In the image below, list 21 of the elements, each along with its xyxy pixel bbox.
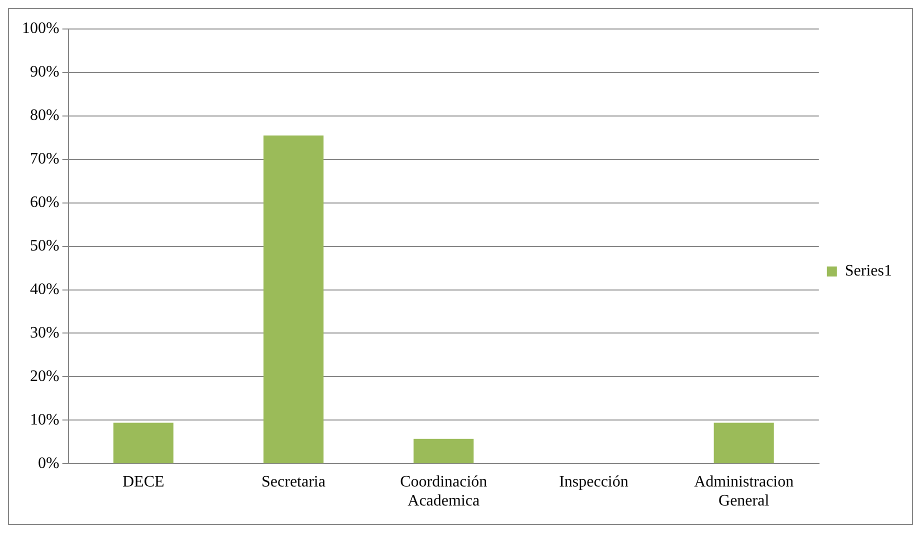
x-tick-label: Secretaria bbox=[262, 473, 326, 490]
legend-label: Series1 bbox=[844, 262, 892, 280]
bar bbox=[113, 422, 174, 464]
y-tick-label: 40% bbox=[30, 280, 60, 298]
x-tick-label: Coordinación Academica bbox=[400, 473, 488, 510]
bar bbox=[263, 135, 324, 464]
bar bbox=[414, 438, 474, 464]
y-tick-label: 30% bbox=[30, 324, 60, 342]
bar bbox=[714, 422, 774, 464]
y-tick-label: 0% bbox=[38, 454, 60, 472]
y-tick-label: 60% bbox=[30, 194, 60, 212]
x-tick-label: Inspección bbox=[559, 473, 628, 490]
y-tick-label: 70% bbox=[30, 150, 60, 168]
x-tick-label: DECE bbox=[122, 473, 164, 490]
y-tick-label: 100% bbox=[22, 20, 60, 38]
y-tick-label: 10% bbox=[30, 411, 60, 428]
y-tick-label: 80% bbox=[30, 107, 60, 124]
x-tick-label: Administracion General bbox=[694, 473, 794, 510]
y-tick-label: 50% bbox=[30, 238, 60, 255]
y-tick-label: 20% bbox=[30, 368, 60, 385]
y-tick-label: 90% bbox=[30, 64, 60, 81]
